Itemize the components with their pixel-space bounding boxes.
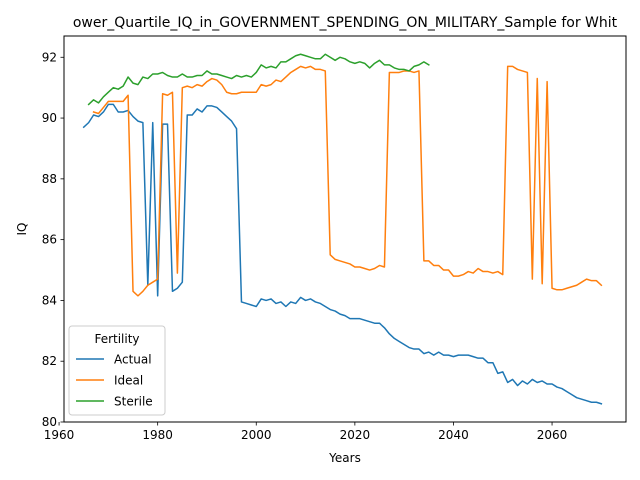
legend-label-ideal: Ideal [114, 374, 143, 388]
legend: Fertility Actual Ideal Sterile [69, 326, 165, 415]
x-tick-label: 1960 [44, 428, 75, 442]
y-tick-label: 82 [42, 354, 57, 368]
legend-title: Fertility [94, 332, 139, 346]
legend-label-sterile: Sterile [114, 395, 153, 409]
chart-title: ower_Quartile_IQ_in_GOVERNMENT_SPENDING_… [73, 15, 618, 31]
y-tick-label: 88 [42, 172, 57, 186]
x-axis-label: Years [328, 451, 361, 465]
y-tick-label: 80 [42, 415, 57, 429]
y-tick-label: 90 [42, 111, 57, 125]
legend-label-actual: Actual [114, 353, 152, 367]
x-tick-label: 1980 [142, 428, 173, 442]
x-tick-label: 2000 [241, 428, 272, 442]
y-axis-label: IQ [15, 223, 29, 236]
y-tick-label: 84 [42, 293, 57, 307]
x-tick-label: 2020 [340, 428, 371, 442]
y-tick-label: 92 [42, 50, 57, 64]
x-tick-label: 2040 [438, 428, 469, 442]
x-tick-label: 2060 [537, 428, 568, 442]
y-tick-label: 86 [42, 233, 57, 247]
